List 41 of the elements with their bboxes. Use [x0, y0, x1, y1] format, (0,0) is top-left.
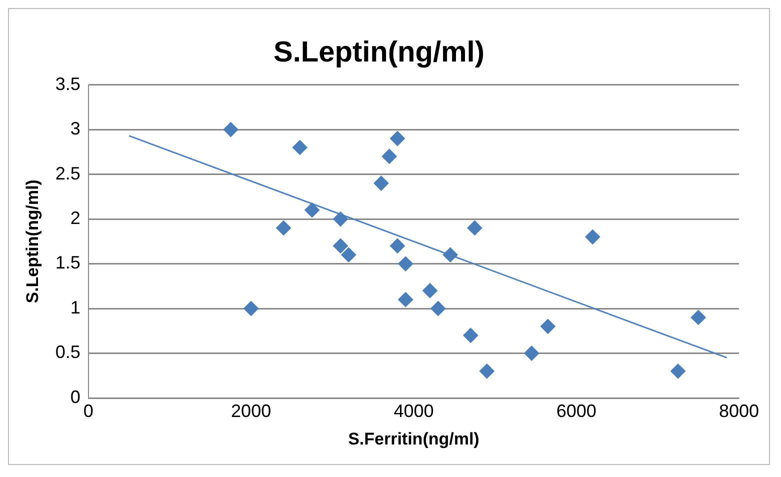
point — [223, 122, 238, 138]
y-tick-label: 2.5 — [55, 163, 80, 184]
x-tick-label: 0 — [83, 400, 94, 421]
x-tick-label: 6000 — [556, 400, 596, 421]
y-tick-label: 3 — [70, 118, 80, 139]
point — [540, 318, 556, 334]
point — [524, 346, 540, 361]
point — [442, 247, 458, 262]
chart-title: S.Leptin(ng/ml) — [273, 36, 485, 68]
x-tick-label: 4000 — [394, 400, 434, 421]
y-tick-label: 0 — [70, 386, 80, 407]
point — [398, 256, 414, 272]
y-tick-label: 2 — [70, 208, 80, 228]
point — [374, 176, 389, 191]
y-tick-label: 1 — [70, 297, 80, 318]
y-tick-label: 3.5 — [55, 74, 80, 94]
x-tick-label: 2000 — [231, 400, 272, 421]
point — [430, 301, 446, 316]
y-tick-label: 1.5 — [55, 252, 80, 273]
point — [422, 283, 438, 298]
point — [244, 301, 259, 316]
y-axis-title: S.Leptin(ng/ml) — [22, 180, 42, 304]
point — [467, 220, 482, 236]
point — [390, 130, 405, 146]
point — [333, 238, 348, 254]
x-axis-title: S.Ferritin(ng/ml) — [348, 429, 480, 448]
point — [276, 220, 292, 236]
point — [398, 292, 414, 308]
point — [304, 202, 320, 218]
point — [690, 310, 706, 325]
x-tick-label: 8000 — [718, 400, 760, 421]
point — [390, 238, 405, 254]
point — [479, 364, 494, 379]
point — [670, 364, 686, 379]
point — [333, 212, 348, 227]
y-tick-label: 0.5 — [55, 342, 80, 362]
point — [341, 247, 356, 262]
point — [292, 140, 308, 155]
point — [382, 148, 397, 164]
point — [463, 328, 478, 343]
point — [585, 229, 600, 244]
